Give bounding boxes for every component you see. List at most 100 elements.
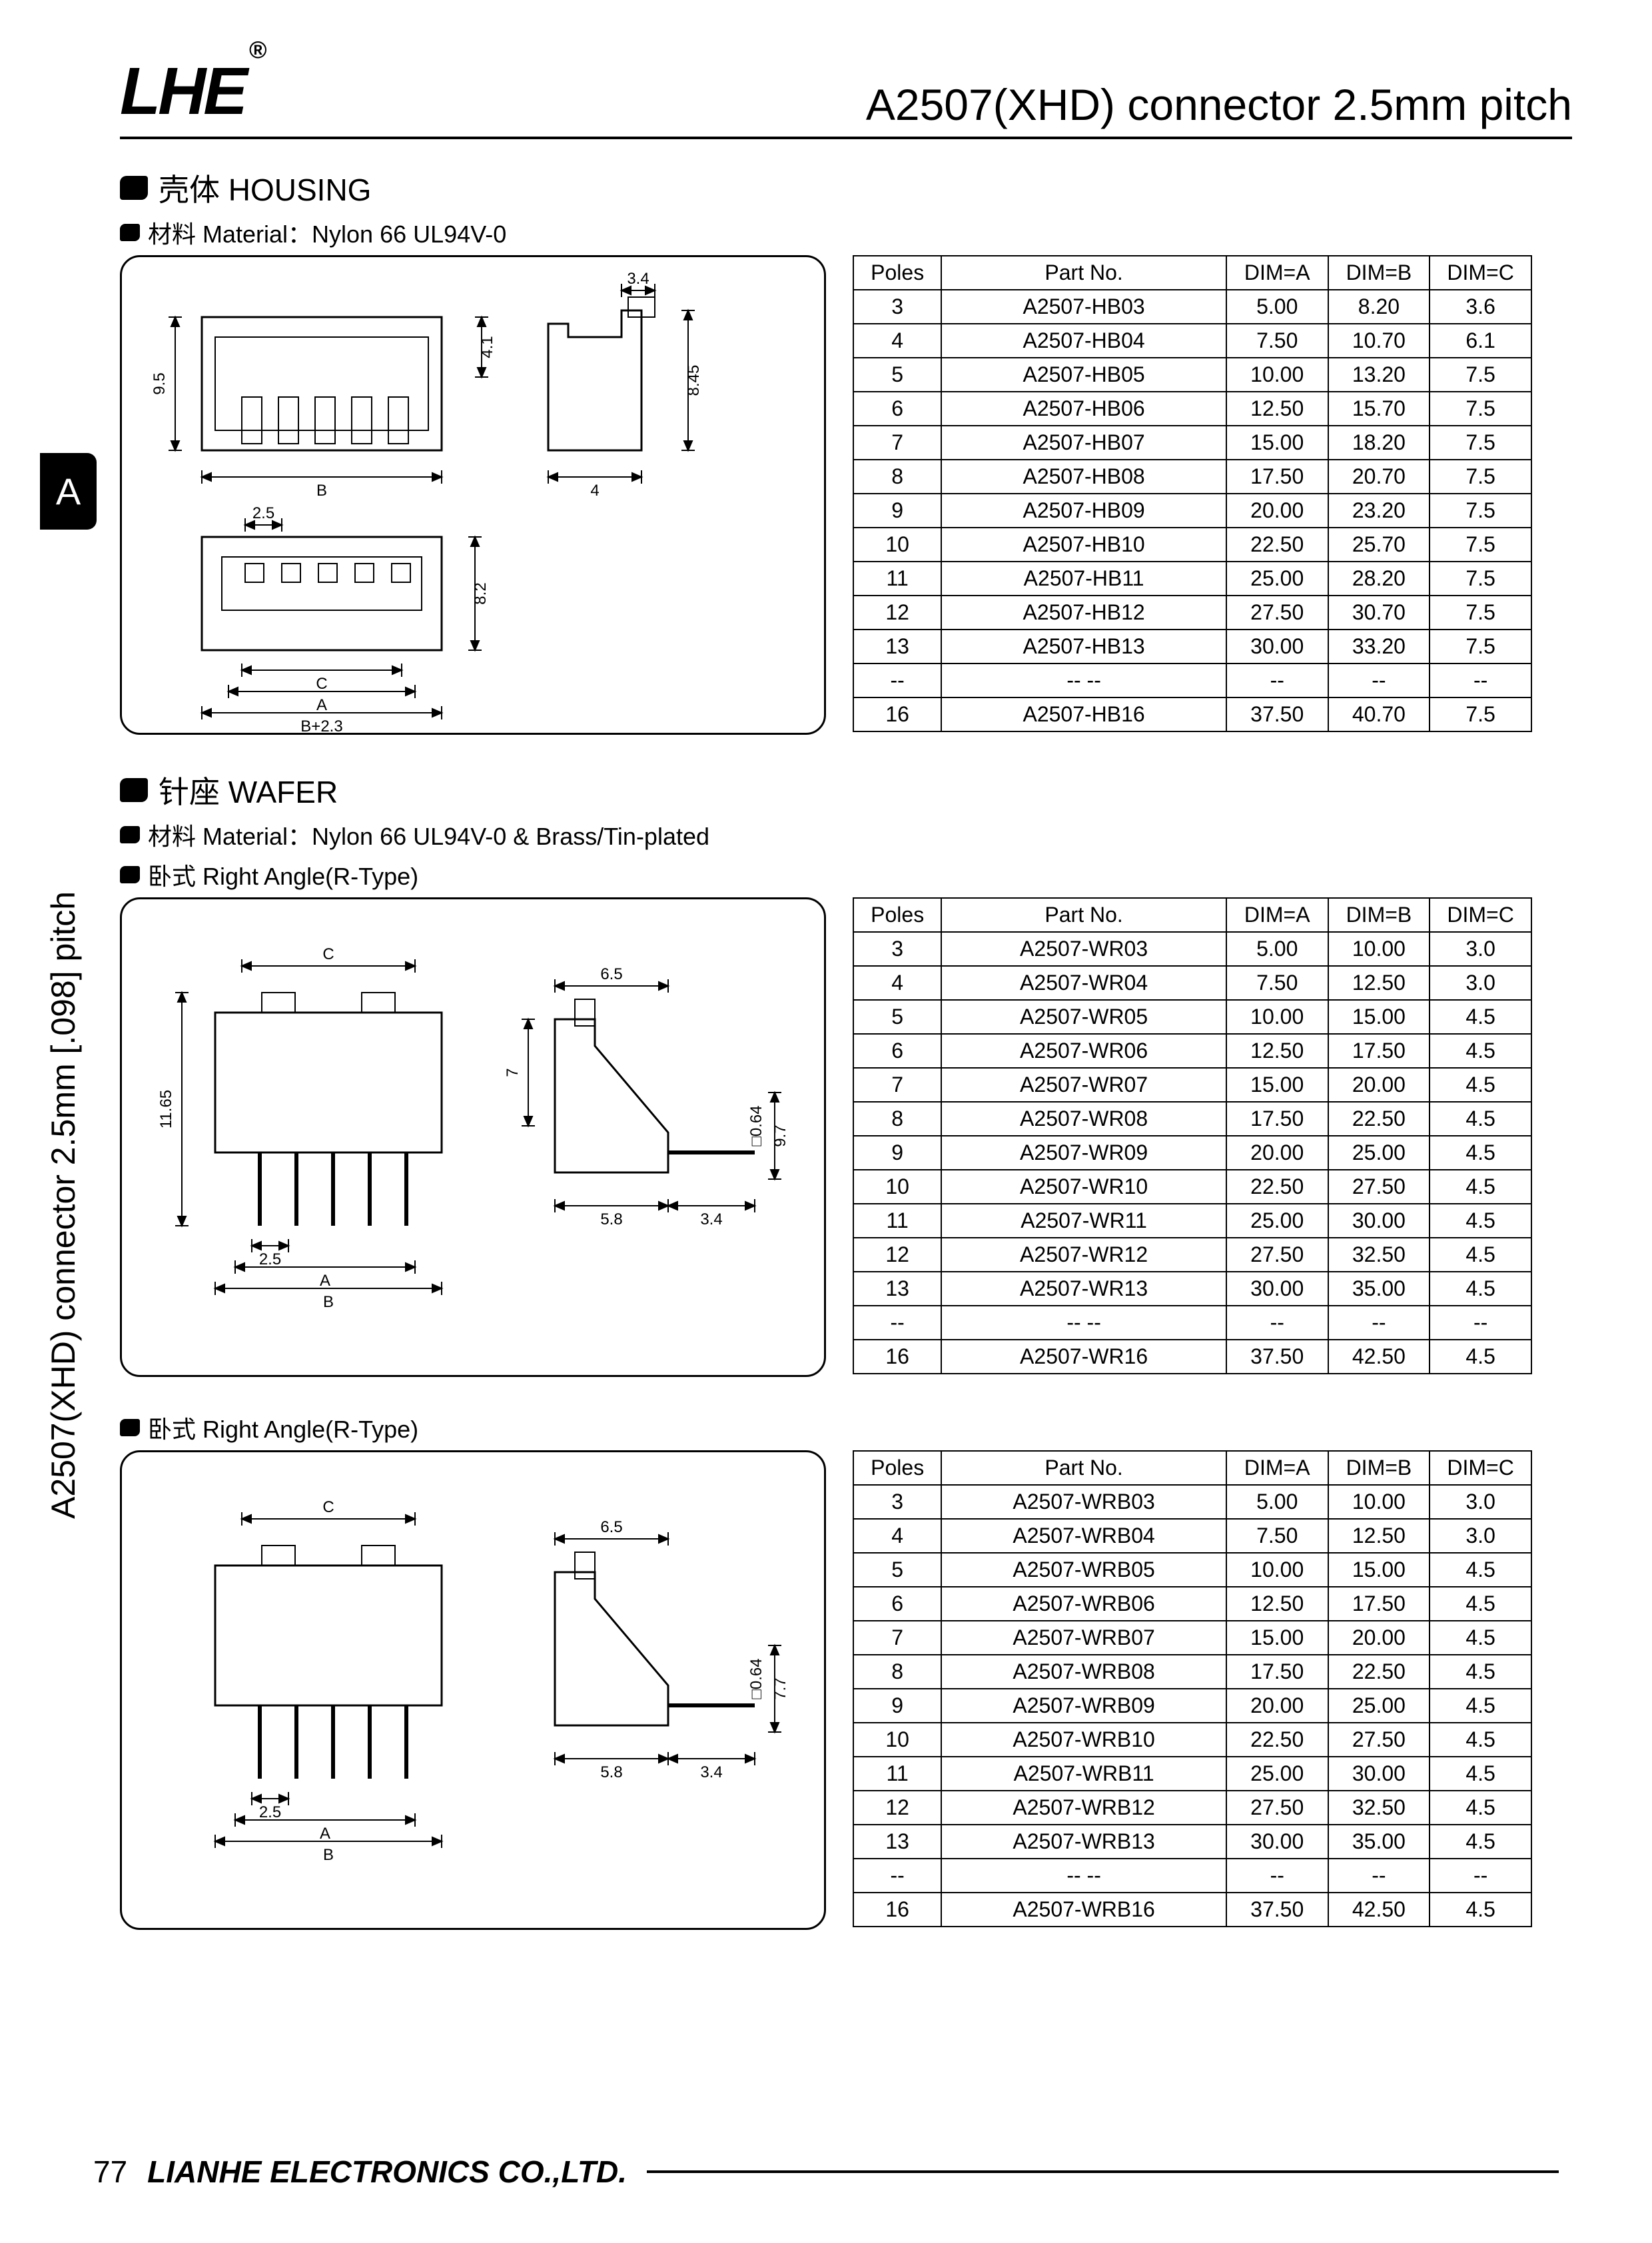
table-cell: 7 bbox=[853, 1068, 941, 1102]
table-cell: 25.00 bbox=[1328, 1689, 1430, 1723]
table-cell: 7.5 bbox=[1430, 596, 1531, 630]
table-cell: 30.70 bbox=[1328, 596, 1430, 630]
table-cell: 4.5 bbox=[1430, 1825, 1531, 1859]
table-cell: 23.20 bbox=[1328, 494, 1430, 528]
table-cell: A2507-WR11 bbox=[941, 1204, 1226, 1238]
table-cell: 8 bbox=[853, 460, 941, 494]
table-cell: 10.00 bbox=[1226, 1000, 1328, 1034]
table-cell: 13 bbox=[853, 630, 941, 664]
table-cell: 18.20 bbox=[1328, 426, 1430, 460]
svg-text:B: B bbox=[323, 1293, 334, 1311]
table-cell: 8.20 bbox=[1328, 290, 1430, 324]
table-cell: 11 bbox=[853, 1757, 941, 1791]
table-cell: A2507-HB03 bbox=[941, 290, 1226, 324]
table-cell: 11 bbox=[853, 562, 941, 596]
table-cell: 3 bbox=[853, 932, 941, 966]
table-row: 13A2507-WR1330.0035.004.5 bbox=[853, 1272, 1531, 1306]
table-cell: 4.5 bbox=[1430, 1553, 1531, 1587]
table-cell: -- bbox=[1430, 1306, 1531, 1340]
table-cell: 4.5 bbox=[1430, 1068, 1531, 1102]
header: LHE® A2507(XHD) connector 2.5mm pitch bbox=[120, 53, 1572, 139]
table-cell: 9 bbox=[853, 1689, 941, 1723]
table-cell: A2507-WR08 bbox=[941, 1102, 1226, 1136]
svg-text:B: B bbox=[316, 482, 327, 500]
table-row: 4A2507-WRB047.5012.503.0 bbox=[853, 1519, 1531, 1553]
svg-text:2.5: 2.5 bbox=[259, 1803, 281, 1821]
table-cell: 7.5 bbox=[1430, 392, 1531, 426]
table-cell: -- -- bbox=[941, 1306, 1226, 1340]
table-cell: 3.6 bbox=[1430, 290, 1531, 324]
table-row: 12A2507-WRB1227.5032.504.5 bbox=[853, 1791, 1531, 1825]
table-cell: 32.50 bbox=[1328, 1791, 1430, 1825]
table-cell: -- bbox=[853, 664, 941, 697]
table-row: 6A2507-WR0612.5017.504.5 bbox=[853, 1034, 1531, 1068]
table-cell: 12.50 bbox=[1226, 392, 1328, 426]
table-cell: 27.50 bbox=[1226, 1791, 1328, 1825]
table-cell: 12.50 bbox=[1226, 1034, 1328, 1068]
table-cell: 5.00 bbox=[1226, 932, 1328, 966]
table-header-cell: Poles bbox=[853, 1451, 941, 1485]
table-cell: A2507-WR03 bbox=[941, 932, 1226, 966]
table-cell: -- bbox=[1430, 1859, 1531, 1893]
section-row: 2.5CAB11.656.579.7□0.645.83.4PolesPart N… bbox=[120, 897, 1572, 1377]
svg-text:2.5: 2.5 bbox=[252, 504, 274, 522]
table-header-cell: DIM=B bbox=[1328, 898, 1430, 932]
table-cell: 12.50 bbox=[1226, 1587, 1328, 1621]
page: LHE® A2507(XHD) connector 2.5mm pitch 壳体… bbox=[120, 53, 1572, 1963]
table-cell: 13.20 bbox=[1328, 358, 1430, 392]
table-cell: A2507-WRB06 bbox=[941, 1587, 1226, 1621]
footer: 77 LIANHE ELECTRONICS CO.,LTD. bbox=[93, 2154, 1559, 2190]
table-row: 10A2507-HB1022.5025.707.5 bbox=[853, 528, 1531, 562]
table-cell: 4.5 bbox=[1430, 1757, 1531, 1791]
svg-text:5.8: 5.8 bbox=[600, 1210, 622, 1228]
table-cell: 7 bbox=[853, 426, 941, 460]
table-cell: 7.50 bbox=[1226, 1519, 1328, 1553]
table-cell: 13 bbox=[853, 1825, 941, 1859]
table-row: 5A2507-HB0510.0013.207.5 bbox=[853, 358, 1531, 392]
table-row: 6A2507-WRB0612.5017.504.5 bbox=[853, 1587, 1531, 1621]
table-cell: 17.50 bbox=[1226, 460, 1328, 494]
section-title: 针座 WAFER bbox=[120, 768, 1572, 812]
sub-bullet-icon bbox=[120, 866, 140, 883]
table-header-cell: Part No. bbox=[941, 256, 1226, 290]
table-cell: A2507-HB04 bbox=[941, 324, 1226, 358]
svg-text:3.4: 3.4 bbox=[627, 270, 649, 288]
table-cell: 5 bbox=[853, 1000, 941, 1034]
table-cell: 4.5 bbox=[1430, 1587, 1531, 1621]
table-cell: A2507-WRB07 bbox=[941, 1621, 1226, 1655]
table-cell: 16 bbox=[853, 1340, 941, 1374]
table-cell: 4.5 bbox=[1430, 1136, 1531, 1170]
table-cell: A2507-HB06 bbox=[941, 392, 1226, 426]
table-row: 4A2507-WR047.5012.503.0 bbox=[853, 966, 1531, 1000]
table-cell: 27.50 bbox=[1226, 596, 1328, 630]
table-cell: 3.0 bbox=[1430, 966, 1531, 1000]
table-row: 3A2507-HB035.008.203.6 bbox=[853, 290, 1531, 324]
svg-text:3.4: 3.4 bbox=[700, 1763, 722, 1781]
table-cell: -- bbox=[1328, 664, 1430, 697]
table-cell: 17.50 bbox=[1328, 1034, 1430, 1068]
svg-text:C: C bbox=[322, 1498, 334, 1516]
table-cell: 7.5 bbox=[1430, 494, 1531, 528]
table-cell: -- bbox=[1328, 1306, 1430, 1340]
table-cell: 3 bbox=[853, 290, 941, 324]
table-cell: 12 bbox=[853, 1238, 941, 1272]
diagram-box: 2.5CAB11.656.579.7□0.645.83.4 bbox=[120, 897, 826, 1377]
table-cell: 15.00 bbox=[1226, 426, 1328, 460]
table-cell: A2507-HB05 bbox=[941, 358, 1226, 392]
side-tab: A bbox=[40, 453, 97, 530]
table-cell: 20.00 bbox=[1328, 1068, 1430, 1102]
table-row: 11A2507-WRB1125.0030.004.5 bbox=[853, 1757, 1531, 1791]
table-cell: 4.5 bbox=[1430, 1272, 1531, 1306]
table-cell: 22.50 bbox=[1328, 1655, 1430, 1689]
table-cell: 17.50 bbox=[1226, 1102, 1328, 1136]
side-vertical-text: A2507(XHD) connector 2.5mm [.098] pitch bbox=[44, 891, 83, 1519]
table-row: 16A2507-HB1637.5040.707.5 bbox=[853, 697, 1531, 731]
table-cell: 27.50 bbox=[1328, 1170, 1430, 1204]
table-cell: 17.50 bbox=[1328, 1587, 1430, 1621]
table-cell: A2507-WR10 bbox=[941, 1170, 1226, 1204]
table-cell: 7.5 bbox=[1430, 697, 1531, 731]
table-cell: 37.50 bbox=[1226, 1893, 1328, 1927]
table-row: 5A2507-WRB0510.0015.004.5 bbox=[853, 1553, 1531, 1587]
table-cell: 4.5 bbox=[1430, 1689, 1531, 1723]
table-cell: 7.5 bbox=[1430, 630, 1531, 664]
